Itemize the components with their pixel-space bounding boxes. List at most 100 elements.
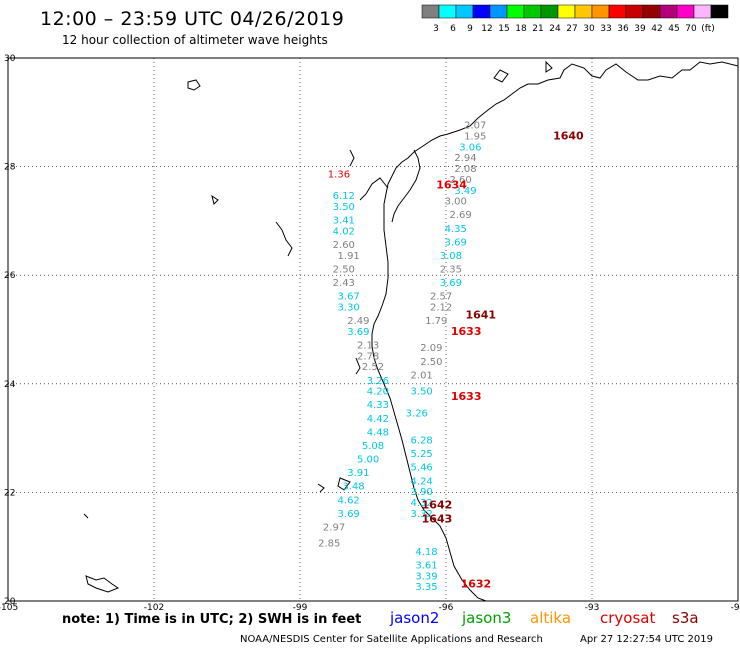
inland-lake-7 (337, 477, 351, 491)
swh-value: 5.46 (411, 463, 433, 474)
lon-tick-label: -105 (0, 603, 18, 613)
swh-value: 2.60 (449, 175, 471, 186)
lon-tick-label: -99 (293, 603, 308, 613)
lon-tick-label: -90 (731, 603, 740, 613)
swh-value: 3.50 (411, 387, 433, 398)
lon-tick-label: -96 (439, 603, 454, 613)
swh-value: 4.20 (367, 387, 389, 398)
swh-value: 3.26 (406, 408, 428, 419)
swh-value: 2.09 (420, 343, 442, 354)
legend-swatch (574, 4, 593, 19)
lat-lon-grid (8, 58, 738, 601)
swh-value: 2.85 (318, 539, 340, 550)
coastline (83, 60, 739, 602)
legend-swatch (693, 4, 712, 19)
swh-value: 2.07 (464, 121, 486, 132)
map-frame (7, 57, 739, 602)
pass-label: 1643 (422, 512, 453, 525)
satellite-cryosat: cryosat (600, 609, 656, 627)
legend-swatch (489, 4, 508, 19)
swh-value: 2.78 (357, 351, 379, 362)
small-lake (83, 513, 89, 519)
legend-labels: 3 6 9 12 15 18 21 24 27 30 33 36 39 42 45 70 (ft) (433, 24, 715, 34)
swh-value: 3.26 (367, 376, 389, 387)
swh-value: 3.69 (338, 509, 360, 520)
swh-value: 4.18 (415, 547, 437, 558)
swh-value: 3.69 (445, 237, 467, 248)
swh-value: 3.90 (411, 487, 433, 498)
legend-swatch (557, 4, 576, 19)
swh-value: 3.39 (415, 571, 437, 582)
swh-value: 3.30 (338, 302, 360, 313)
swh-value: 5.00 (357, 455, 379, 466)
satellite-jason2: jason2 (390, 609, 440, 627)
swh-value: 2.52 (362, 362, 384, 373)
satellite-s3a: s3a (672, 609, 699, 627)
legend-swatch (523, 4, 542, 19)
credit-line: NOAA/NESDIS Center for Satellite Applica… (240, 634, 543, 645)
swh-value: 2.49 (347, 316, 369, 327)
swh-value: 4.02 (333, 226, 355, 237)
legend-swatch (659, 4, 678, 19)
inland-lake (349, 149, 355, 167)
lake-chapala (85, 575, 120, 593)
legend-label: 6 (450, 24, 456, 34)
legend-swatch (455, 4, 474, 19)
inland-lake-6 (317, 483, 325, 493)
legend-label: 36 (617, 24, 629, 34)
swh-value: 5.08 (362, 441, 384, 452)
reservoir (275, 221, 293, 257)
inland-lake-5 (211, 194, 219, 205)
swh-value: 3.69 (347, 327, 369, 338)
legend-swatch (676, 4, 695, 19)
legend-label: 24 (549, 24, 561, 34)
pass-label: 1633 (451, 390, 482, 403)
swh-value: 3.91 (347, 468, 369, 479)
swh-value: 1.79 (425, 316, 447, 327)
swh-value: 1.91 (338, 251, 360, 262)
wave-height-legend (421, 4, 729, 19)
swh-value: 3.69 (440, 278, 462, 289)
legend-label: 18 (515, 24, 527, 34)
legend-label: 45 (668, 24, 679, 34)
swh-value: 3.48 (342, 482, 364, 493)
gulf-coastline (371, 61, 739, 602)
page-subtitle: 12 hour collection of altimeter wave hei… (62, 33, 328, 47)
swh-value: 2.60 (333, 240, 355, 251)
legend-swatch (625, 4, 644, 19)
swh-value: 3.61 (415, 560, 437, 571)
legend-unit: (ft) (701, 24, 715, 34)
lat-tick-label: 30 (4, 54, 16, 64)
legend-swatch (608, 4, 627, 19)
legend-swatch (710, 4, 729, 19)
swh-value: 2.12 (430, 302, 452, 313)
swh-value: 2.94 (454, 153, 476, 164)
swh-value: 1.95 (464, 131, 486, 142)
pass-label: 1633 (451, 325, 482, 338)
swh-value: 3.06 (459, 142, 481, 153)
lon-tick-label: -93 (585, 603, 600, 613)
swh-value: 4.33 (367, 400, 389, 411)
swh-value: 2.13 (357, 341, 379, 352)
swh-value: 2.35 (440, 264, 462, 275)
credit-timestamp: Apr 27 12:27:54 UTC 2019 (580, 634, 713, 645)
swh-value: 3.67 (338, 292, 360, 303)
swh-value: 3.50 (333, 202, 355, 213)
swh-value: 3.49 (454, 186, 476, 197)
legend-swatch (506, 4, 525, 19)
swh-value: 3.32 (411, 509, 433, 520)
legend-label: 33 (600, 24, 611, 34)
satellite-jason3: jason3 (462, 609, 512, 627)
swh-value: 5.25 (411, 449, 433, 460)
lat-tick-label: 26 (4, 271, 16, 281)
satellite-altika: altika (530, 609, 572, 627)
barrier-island (391, 149, 421, 223)
legend-swatch (472, 4, 491, 19)
inland-lake-4 (187, 79, 201, 91)
legend-label: 39 (634, 24, 646, 34)
swh-value: 4.24 (411, 476, 433, 487)
legend-label: 3 (433, 24, 439, 34)
lat-tick-label: 22 (4, 488, 15, 498)
pass-label: 1640 (553, 129, 584, 142)
